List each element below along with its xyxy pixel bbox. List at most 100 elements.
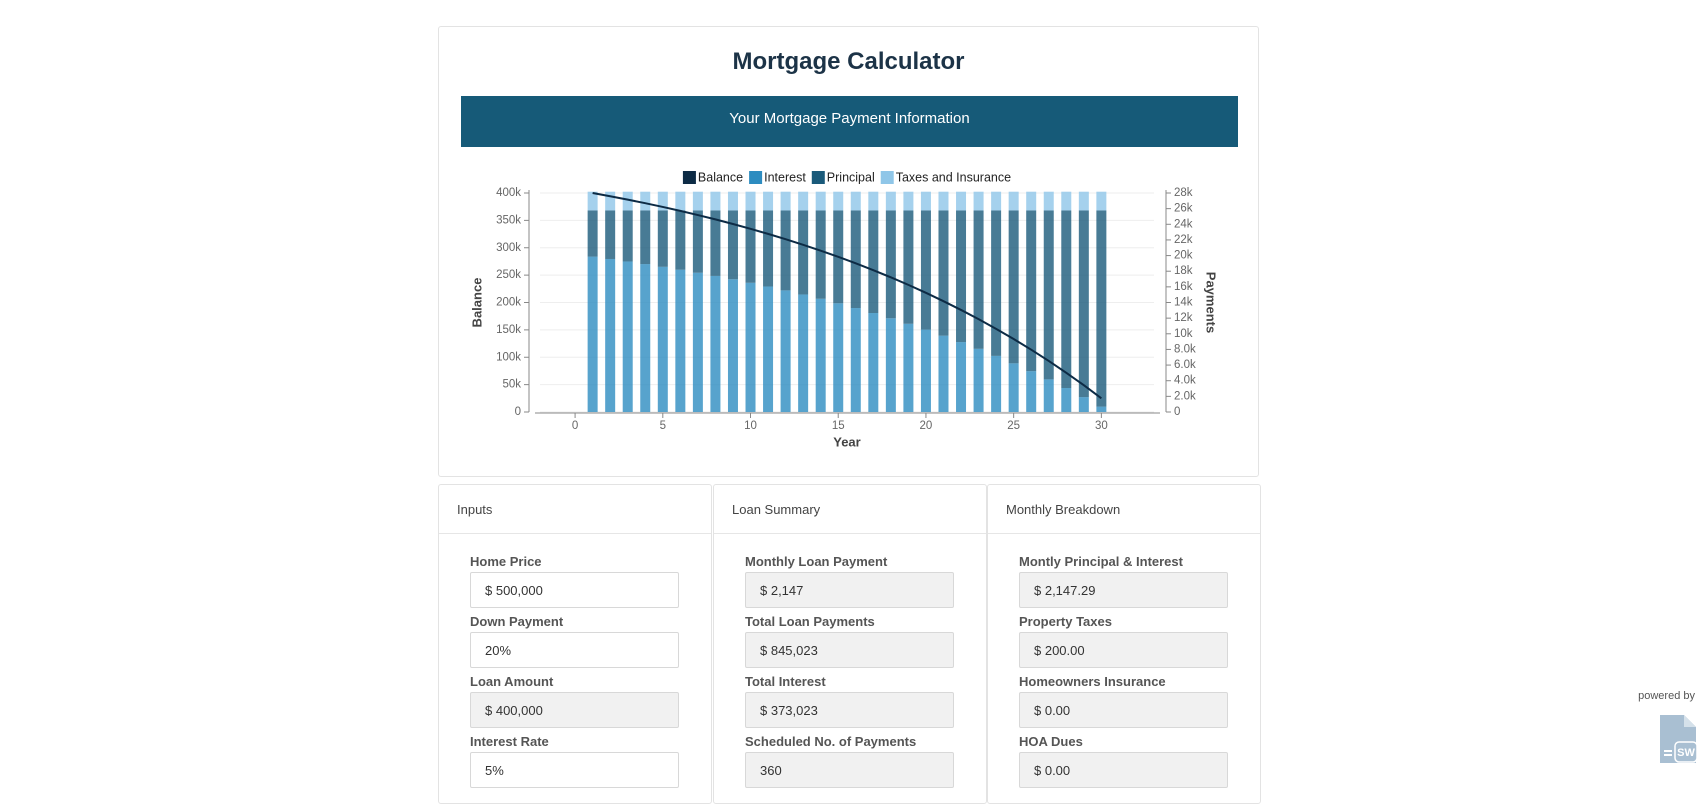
bar-segment	[1078, 210, 1089, 398]
bar-segment	[1061, 210, 1072, 389]
x-tick-label: 20	[920, 420, 933, 432]
readonly-field: 360	[745, 752, 954, 788]
inputs-panel: Inputs Home Price $ 500,000 Down Payment…	[438, 484, 712, 804]
input-field[interactable]: 5%	[470, 752, 679, 788]
readonly-field: $ 400,000	[470, 692, 679, 728]
y2-tick-label: 20k	[1174, 250, 1193, 262]
y-tick-label: 250k	[496, 269, 521, 281]
breakdown-panel: Monthly Breakdown Montly Principal & Int…	[987, 484, 1261, 804]
bar-segment	[640, 264, 651, 412]
field-label: Total Interest	[745, 674, 826, 689]
x-tick-label: 10	[744, 420, 757, 432]
bar-segment	[885, 210, 896, 319]
x-tick-label: 0	[572, 420, 578, 432]
legend-swatch	[811, 171, 825, 184]
legend-label: Balance	[698, 170, 743, 184]
y2-tick-label: 18k	[1174, 265, 1193, 277]
bar-segment	[815, 191, 826, 211]
bar-segment	[710, 210, 721, 276]
readonly-field: $ 0.00	[1019, 752, 1228, 788]
bar-segment	[1078, 397, 1089, 412]
bar-segment	[920, 329, 931, 412]
y2-tick-label: 10k	[1174, 328, 1193, 340]
input-field[interactable]: 20%	[470, 632, 679, 668]
bar-segment	[587, 210, 598, 257]
field-label: HOA Dues	[1019, 734, 1083, 749]
x-tick-label: 15	[832, 420, 845, 432]
bar-segment	[1043, 210, 1054, 380]
y-tick-label: 200k	[496, 297, 521, 309]
y2-tick-label: 2.0k	[1174, 390, 1196, 402]
logo-line	[1664, 750, 1672, 752]
bar-segment	[587, 256, 598, 412]
bar-segment	[973, 191, 984, 211]
bar-segment	[903, 210, 914, 324]
bar-segment	[850, 210, 861, 309]
y2-axis-title: Payments	[1204, 272, 1219, 333]
bar-segment	[1096, 406, 1107, 412]
bar-segment	[692, 191, 703, 211]
bar-segment	[710, 191, 721, 211]
bar-segment	[727, 279, 738, 412]
summary-panel: Loan Summary Monthly Loan Payment $ 2,14…	[713, 484, 987, 804]
y-tick-label: 150k	[496, 324, 521, 336]
logo-text: SW	[1677, 747, 1695, 759]
bar-segment	[938, 335, 949, 412]
bar-segment	[1026, 371, 1037, 412]
bar-segment	[640, 210, 651, 265]
page: Mortgage Calculator { "header": {"title"…	[438, 26, 1700, 804]
panel-title: Loan Summary	[714, 485, 986, 534]
bar-segment	[973, 210, 984, 349]
chart-card	[438, 26, 1259, 477]
logo-line	[1664, 754, 1672, 756]
y-tick-label: 50k	[502, 379, 521, 391]
bar-segment	[622, 191, 633, 211]
bar-segment	[920, 210, 931, 330]
bar-segment	[938, 210, 949, 336]
bar-segment	[657, 266, 668, 412]
bar-segment	[1043, 379, 1054, 412]
field-label: Total Loan Payments	[745, 614, 875, 629]
input-field[interactable]: $ 500,000	[470, 572, 679, 608]
y2-tick-label: 0	[1174, 406, 1180, 418]
bar-segment	[692, 210, 703, 273]
bar-segment	[868, 313, 879, 412]
bar-segment	[833, 191, 844, 211]
y-tick-label: 300k	[496, 242, 521, 254]
bar-segment	[587, 191, 598, 211]
field-label: Home Price	[470, 554, 542, 569]
bar-segment	[622, 261, 633, 412]
bar-segment	[815, 210, 826, 299]
logo-fold	[1684, 715, 1696, 727]
bar-segment	[956, 210, 967, 343]
readonly-field: $ 200.00	[1019, 632, 1228, 668]
bar-segment	[692, 272, 703, 412]
bar-segment	[1096, 191, 1107, 211]
logo[interactable]: SW	[1656, 713, 1700, 767]
y2-tick-label: 4.0k	[1174, 375, 1196, 387]
bar-segment	[938, 191, 949, 211]
legend-swatch	[749, 171, 763, 184]
y-tick-label: 0	[515, 406, 521, 418]
readonly-field: $ 0.00	[1019, 692, 1228, 728]
bar-segment	[833, 303, 844, 412]
field-label: Scheduled No. of Payments	[745, 734, 917, 749]
y2-tick-label: 22k	[1174, 234, 1193, 246]
bar-segment	[1008, 363, 1019, 412]
bar-segment	[885, 191, 896, 211]
legend-swatch	[682, 171, 696, 184]
x-axis-title: Year	[833, 434, 860, 449]
field-label: Montly Principal & Interest	[1019, 554, 1183, 569]
logo-badge	[1674, 741, 1698, 763]
bar-segment	[798, 191, 809, 211]
bar-segment	[1026, 191, 1037, 211]
bar-segment	[1061, 191, 1072, 211]
bar-segment	[675, 269, 686, 412]
bar-segment	[780, 191, 791, 211]
y2-tick-label: 16k	[1174, 281, 1193, 293]
bar-segment	[745, 210, 756, 283]
y-tick-label: 100k	[496, 351, 521, 363]
bar-segment	[763, 210, 774, 287]
readonly-field: $ 845,023	[745, 632, 954, 668]
legend-label: Interest	[764, 170, 806, 184]
